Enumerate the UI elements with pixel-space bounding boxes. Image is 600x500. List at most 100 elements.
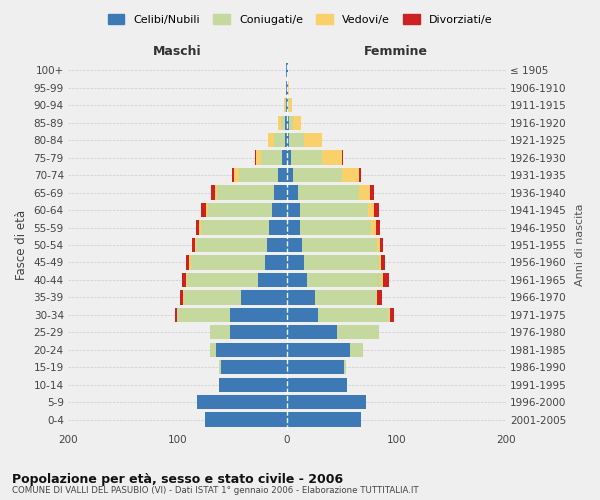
Bar (286, 63, 287, 78)
Bar (287, 98, 292, 112)
Bar (210, 325, 287, 340)
Bar (274, 186, 287, 200)
Bar (219, 378, 287, 392)
Bar (287, 150, 291, 165)
Bar (202, 220, 287, 234)
Bar (287, 116, 289, 130)
Bar (219, 378, 287, 392)
Bar (287, 168, 293, 182)
Bar (235, 168, 287, 182)
Bar (287, 63, 288, 78)
Bar (230, 325, 287, 340)
Bar (186, 256, 287, 270)
Bar (287, 203, 368, 217)
Bar (210, 342, 287, 357)
Bar (284, 98, 287, 112)
Bar (190, 256, 287, 270)
Bar (255, 150, 287, 165)
Bar (195, 238, 287, 252)
Bar (287, 150, 341, 165)
Bar (287, 150, 322, 165)
Bar (287, 290, 316, 304)
Bar (287, 98, 292, 112)
Bar (287, 378, 347, 392)
Bar (191, 238, 287, 252)
Bar (197, 395, 287, 409)
Bar (284, 98, 287, 112)
Bar (287, 395, 365, 409)
Bar (287, 308, 390, 322)
Bar (284, 98, 287, 112)
Bar (286, 80, 287, 95)
Bar (219, 360, 287, 374)
Bar (287, 203, 300, 217)
Bar (287, 273, 383, 287)
Bar (287, 290, 376, 304)
Bar (287, 325, 379, 340)
Y-axis label: Fasce di età: Fasce di età (15, 210, 28, 280)
Bar (287, 220, 300, 234)
Bar (230, 308, 287, 322)
Bar (281, 116, 287, 130)
Bar (216, 342, 287, 357)
Bar (287, 80, 288, 95)
Bar (241, 290, 287, 304)
Bar (287, 342, 364, 357)
Bar (287, 98, 289, 112)
Bar (219, 360, 287, 374)
Bar (183, 290, 287, 304)
Bar (286, 80, 287, 95)
Bar (287, 360, 344, 374)
Bar (287, 220, 380, 234)
Bar (287, 116, 293, 130)
Bar (287, 133, 322, 148)
Bar (287, 290, 377, 304)
Bar (287, 63, 288, 78)
Bar (287, 378, 347, 392)
Bar (287, 168, 341, 182)
Bar (287, 133, 289, 148)
Bar (287, 360, 346, 374)
Bar (287, 273, 307, 287)
Text: Femmine: Femmine (364, 45, 428, 58)
Bar (287, 360, 346, 374)
Bar (210, 342, 287, 357)
Bar (278, 168, 287, 182)
Bar (287, 308, 317, 322)
Bar (191, 256, 287, 270)
Bar (287, 412, 361, 427)
Bar (286, 63, 287, 78)
Bar (287, 98, 288, 112)
Bar (205, 412, 287, 427)
Bar (287, 256, 381, 270)
Bar (278, 116, 287, 130)
Bar (239, 168, 287, 182)
Bar (259, 273, 287, 287)
Bar (287, 238, 383, 252)
Bar (287, 238, 302, 252)
Bar (287, 325, 379, 340)
Bar (287, 395, 365, 409)
Legend: Celibi/Nubili, Coniugati/e, Vedovi/e, Divorziati/e: Celibi/Nubili, Coniugati/e, Vedovi/e, Di… (104, 10, 496, 28)
Bar (187, 273, 287, 287)
Bar (287, 360, 346, 374)
Bar (287, 273, 389, 287)
Bar (215, 186, 287, 200)
Bar (208, 203, 287, 217)
Text: COMUNE DI VALLI DEL PASUBIO (VI) - Dati ISTAT 1° gennaio 2006 - Elaborazione TUT: COMUNE DI VALLI DEL PASUBIO (VI) - Dati … (12, 486, 419, 495)
Bar (287, 325, 379, 340)
Bar (287, 116, 301, 130)
Bar (287, 168, 359, 182)
Bar (287, 325, 337, 340)
Bar (287, 290, 382, 304)
Bar (287, 80, 289, 95)
Bar (179, 290, 287, 304)
Bar (287, 220, 376, 234)
Text: Maschi: Maschi (153, 45, 202, 58)
Bar (284, 133, 287, 148)
Bar (219, 360, 287, 374)
Bar (283, 150, 287, 165)
Bar (287, 412, 361, 427)
Bar (278, 116, 287, 130)
Bar (287, 186, 359, 200)
